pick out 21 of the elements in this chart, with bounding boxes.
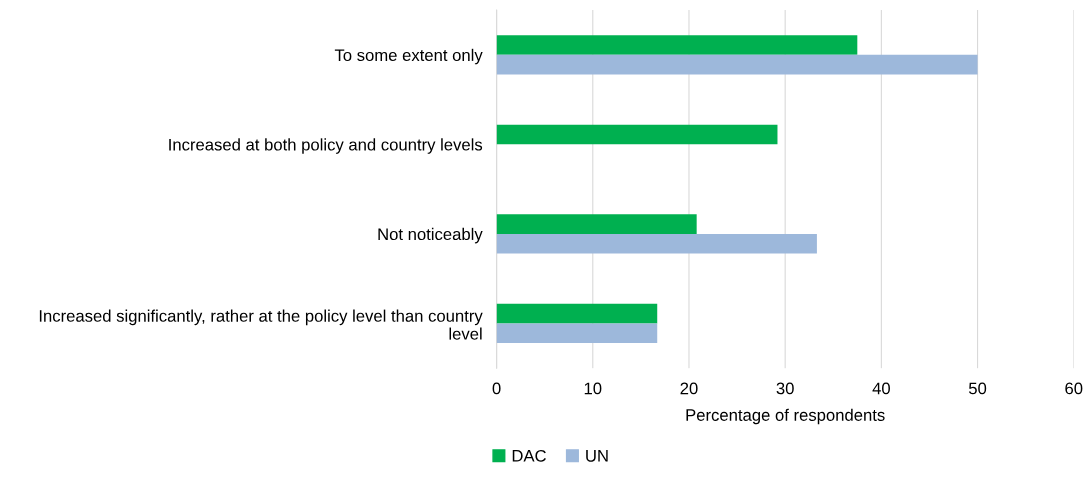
x-tick-label: 60 [1065,382,1083,395]
x-tick-label: 50 [968,382,987,395]
bar [496,124,778,145]
y-tick-label: Increased significantly, rather at the policy level than country level [39,309,483,340]
bar [496,323,658,344]
bar [496,54,978,75]
bar [496,35,858,55]
x-tick-label: 20 [680,382,698,395]
bar [496,303,658,324]
y-tick-label: Not noticeably [378,227,483,244]
legend-label: UN [586,450,608,462]
legend-label: DAC [512,449,546,462]
x-axis-title: Percentage of respondents [686,408,885,425]
x-tick-label: 0 [492,382,501,395]
x-tick-label: 40 [872,382,890,395]
bar [496,214,697,234]
bar [496,233,817,254]
y-tick-label: To some extent only [334,48,483,65]
x-tick-label: 30 [776,382,794,395]
y-tick-label: Increased at both policy and country levels [169,138,483,154]
x-tick-label: 10 [584,382,602,395]
